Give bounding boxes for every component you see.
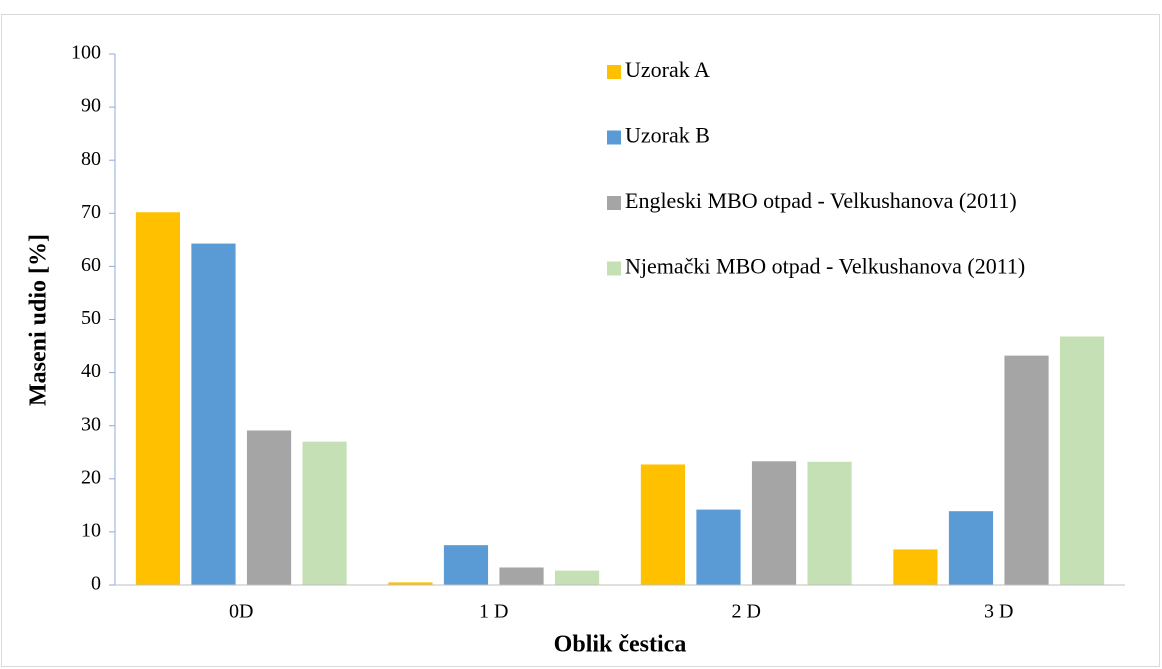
y-tick-label: 100: [71, 42, 101, 64]
legend-label: Engleski MBO otpad - Velkushanova (2011): [625, 188, 1017, 213]
bar: [948, 511, 994, 585]
bar: [388, 582, 433, 585]
legend-label: Uzorak A: [625, 57, 710, 82]
bar: [135, 212, 181, 585]
y-tick-label: 80: [81, 148, 101, 170]
y-tick-label: 50: [81, 307, 101, 329]
x-axis-title: Oblik čestica: [554, 632, 687, 658]
y-tick-label: 10: [81, 519, 101, 541]
y-tick-label: 40: [81, 360, 101, 382]
y-tick-label: 60: [81, 254, 101, 276]
y-tick-label: 30: [81, 413, 101, 435]
bar: [807, 461, 852, 585]
bar: [1059, 336, 1105, 585]
bar: [499, 567, 544, 585]
legend-label: Uzorak B: [625, 123, 710, 148]
x-tick-label: 2 D: [732, 601, 761, 623]
bar: [1004, 355, 1049, 585]
bar: [554, 570, 600, 585]
x-tick-label: 1 D: [479, 601, 508, 623]
legend-swatch: [607, 65, 621, 79]
bar: [246, 430, 292, 585]
y-tick-label: 70: [81, 201, 101, 223]
legend-swatch: [607, 261, 621, 276]
legend-swatch: [607, 196, 621, 210]
y-axis-title: Maseni udio [%]: [26, 234, 52, 406]
bar: [191, 243, 236, 585]
y-tick-label: 90: [81, 95, 101, 117]
y-tick-label: 20: [81, 466, 101, 488]
bar: [751, 461, 797, 585]
y-tick-label: 0: [91, 573, 101, 595]
legend-swatch: [607, 130, 621, 145]
x-tick-label: 3 D: [984, 601, 1013, 623]
bar: [640, 464, 686, 585]
bar: [443, 545, 489, 585]
bar: [696, 509, 741, 585]
x-tick-label: 0D: [229, 601, 253, 623]
bar: [302, 441, 347, 585]
bar: [893, 549, 938, 585]
legend-label: Njemački MBO otpad - Velkushanova (2011): [625, 254, 1025, 279]
